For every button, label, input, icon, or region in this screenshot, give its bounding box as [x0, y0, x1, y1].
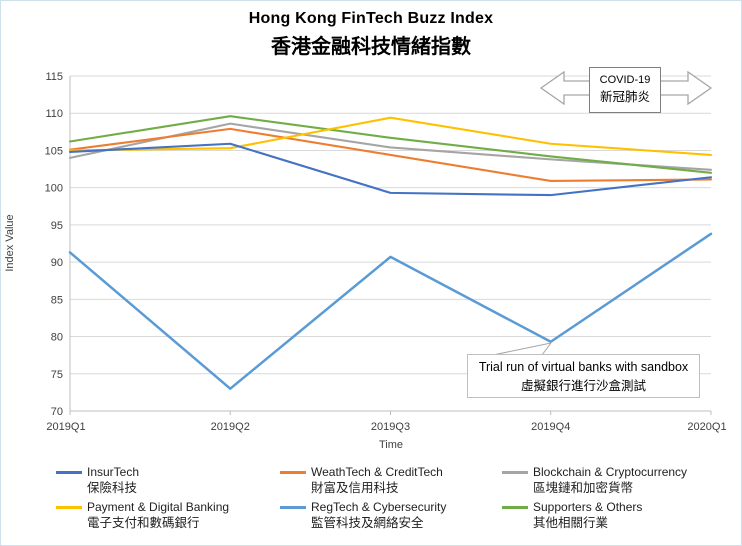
y-tick-label: 90	[51, 257, 63, 269]
legend-swatch-weathtech	[280, 471, 306, 474]
sandbox-annotation-box: Trial run of virtual banks with sandbox …	[467, 354, 700, 398]
legend-label-zh: 保險科技	[87, 481, 138, 495]
chart-legend: InsurTech 保險科技 WeathTech & CreditTech 財富…	[56, 464, 736, 532]
x-tick-label: 2020Q1	[687, 421, 726, 433]
legend-item-supporters-others: Supporters & Others 其他相關行業	[502, 499, 720, 532]
legend-label-zh: 區塊鏈和加密貨幣	[533, 481, 634, 495]
y-tick-label: 110	[45, 108, 63, 120]
covid-annotation-english: COVID-19	[599, 74, 651, 86]
chart-title-chinese: 香港金融科技情緒指數	[271, 36, 471, 58]
legend-label-zh: 電子支付和數碼銀行	[87, 516, 200, 530]
sandbox-annotation-chinese: 虛擬銀行進行沙盒測試	[520, 379, 646, 393]
legend-swatch-regtech	[280, 506, 306, 509]
x-tick-label: 2019Q4	[531, 421, 570, 433]
callout-leader-line	[492, 342, 552, 356]
legend-label-zh: 財富及信用科技	[311, 481, 399, 495]
y-axis-title: Index Value	[4, 214, 16, 272]
legend-swatch-blockchain	[502, 471, 528, 474]
x-axis-title: Time	[378, 439, 404, 451]
legend-label: Blockchain & Cryptocurrency	[533, 465, 688, 479]
series-line-payment-digital-banking	[68, 116, 713, 156]
y-tick-label: 115	[45, 71, 63, 83]
legend-item-payment-digital-banking: Payment & Digital Banking 電子支付和數碼銀行	[56, 499, 280, 532]
series-line-regtech-cybersecurity	[68, 232, 713, 390]
y-tick-label: 75	[51, 369, 63, 381]
series-line-weathtech-credittech	[68, 127, 713, 183]
callout-leader-line	[541, 342, 552, 356]
y-tick-label: 105	[45, 145, 63, 157]
x-tick-label: 2019Q2	[211, 421, 250, 433]
x-tick-label: 2019Q1	[46, 421, 85, 433]
legend-label: WeathTech & CreditTech	[311, 465, 443, 479]
legend-item-blockchain-cryptocurrency: Blockchain & Cryptocurrency 區塊鏈和加密貨幣	[502, 464, 720, 497]
legend-label: InsurTech	[87, 465, 140, 479]
y-tick-label: 70	[51, 406, 63, 418]
legend-swatch-insurtech	[56, 471, 82, 474]
legend-item-weathtech-credittech: WeathTech & CreditTech 財富及信用科技	[280, 464, 502, 497]
covid-annotation-chinese: 新冠肺炎	[599, 90, 650, 104]
y-tick-label: 85	[51, 294, 63, 306]
legend-swatch-supporters	[502, 506, 528, 509]
y-tick-label: 80	[51, 332, 63, 344]
legend-item-insurtech: InsurTech 保險科技	[56, 464, 280, 497]
series-line-supporters-others	[68, 115, 713, 174]
legend-label-zh: 監管科技及網絡安全	[311, 516, 424, 530]
x-tick-label: 2019Q3	[371, 421, 410, 433]
legend-swatch-payment	[56, 506, 82, 509]
legend-item-regtech-cybersecurity: RegTech & Cybersecurity 監管科技及網絡安全	[280, 499, 502, 532]
y-tick-label: 100	[45, 183, 63, 195]
legend-label: Supporters & Others	[533, 500, 643, 514]
chart-title-english: Hong Kong FinTech Buzz Index	[248, 10, 494, 27]
legend-label: Payment & Digital Banking	[87, 500, 230, 514]
y-tick-label: 95	[51, 220, 63, 232]
covid-annotation-box: COVID-19 新冠肺炎	[589, 67, 661, 113]
legend-label: RegTech & Cybersecurity	[311, 500, 447, 514]
sandbox-annotation-english: Trial run of virtual banks with sandbox	[478, 360, 689, 374]
series-line-insurtech	[68, 142, 713, 197]
legend-label-zh: 其他相關行業	[533, 516, 609, 530]
